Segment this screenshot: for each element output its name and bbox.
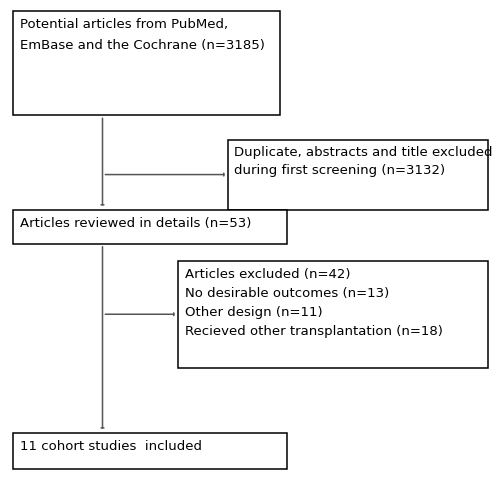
Bar — [12, 211, 287, 244]
Text: Potential articles from PubMed,
EmBase and the Cochrane (n=3185): Potential articles from PubMed, EmBase a… — [20, 18, 265, 52]
Text: Articles excluded (n=42)
No desirable outcomes (n=13)
Other design (n=11)
Reciev: Articles excluded (n=42) No desirable ou… — [185, 267, 443, 337]
Bar — [12, 12, 280, 116]
Bar — [228, 140, 488, 211]
Bar — [12, 433, 287, 469]
Text: Articles reviewed in details (n=53): Articles reviewed in details (n=53) — [20, 216, 252, 229]
Text: 11 cohort studies  included: 11 cohort studies included — [20, 439, 202, 453]
Bar — [178, 261, 488, 368]
Text: Duplicate, abstracts and title excluded
during first screening (n=3132): Duplicate, abstracts and title excluded … — [234, 146, 492, 177]
